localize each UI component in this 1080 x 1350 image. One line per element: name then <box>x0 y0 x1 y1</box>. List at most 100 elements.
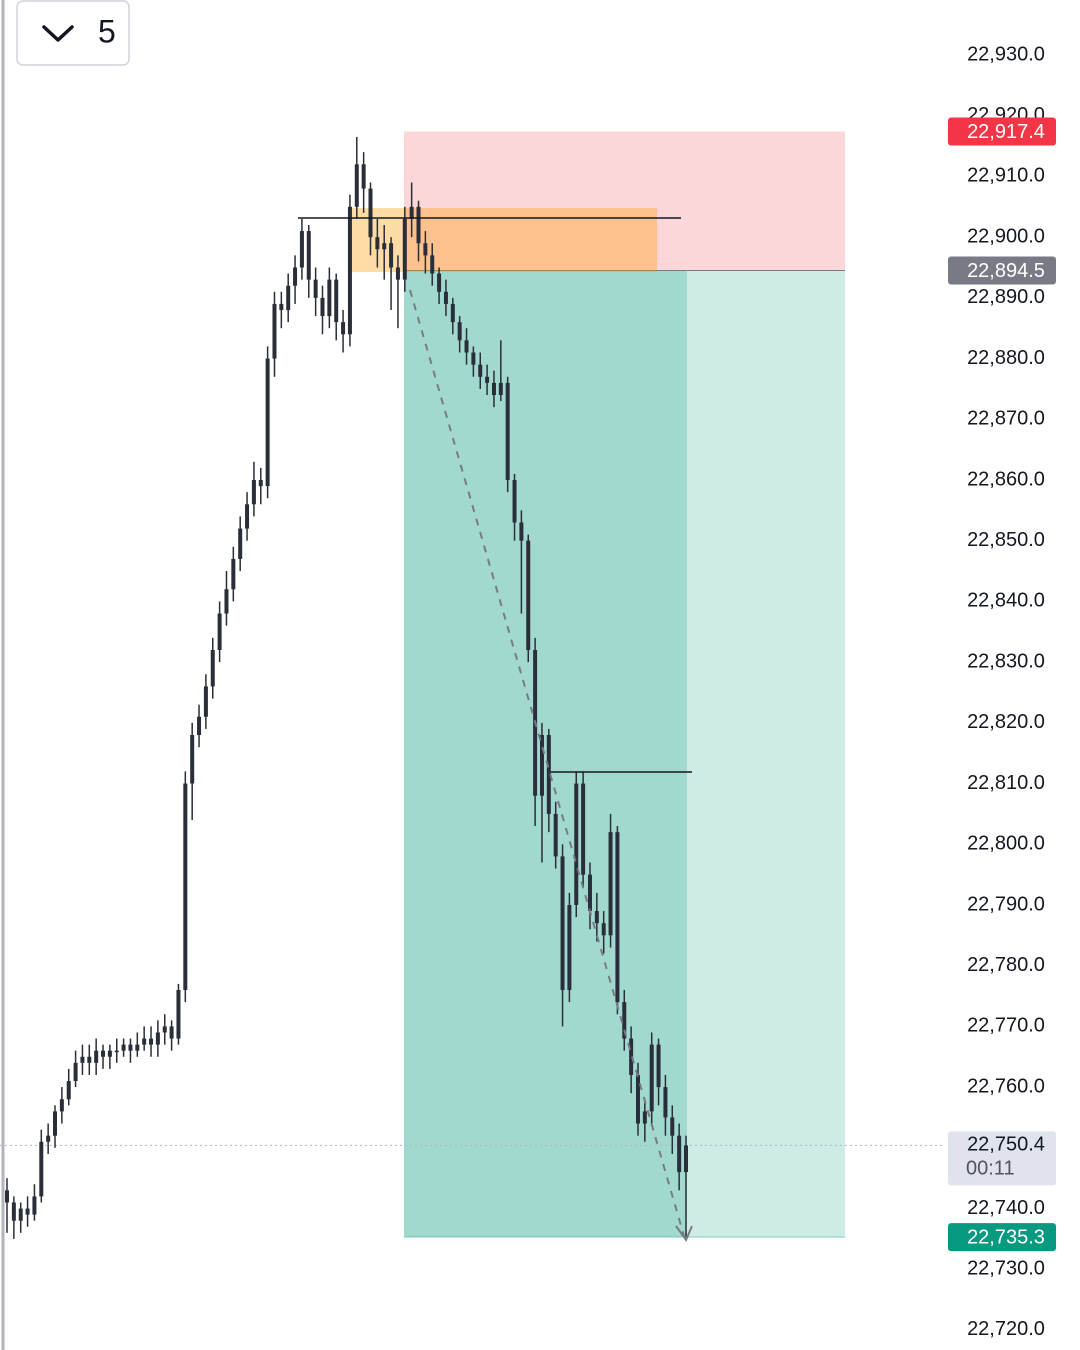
candle-body <box>66 1081 71 1100</box>
y-tick-label: 22,730.0 <box>967 1258 1045 1280</box>
candle-body <box>601 923 606 936</box>
candle-body <box>5 1190 9 1203</box>
y-tick-label: 22,780.0 <box>967 954 1045 976</box>
candle-body <box>128 1044 133 1051</box>
candle-body <box>677 1135 682 1173</box>
candle-body <box>416 206 421 244</box>
candle-body <box>224 589 229 614</box>
candle-body <box>560 856 565 990</box>
candle-body <box>101 1050 106 1057</box>
candle-body <box>684 1145 688 1173</box>
candle-body <box>80 1056 85 1063</box>
candle-body <box>299 231 304 268</box>
y-tick-label: 22,760.0 <box>967 1075 1045 1097</box>
y-tick-label: 22,930.0 <box>967 43 1045 65</box>
candle-body <box>341 322 346 335</box>
candle-body <box>121 1044 126 1051</box>
y-tick-label: 22,880.0 <box>967 347 1045 369</box>
candle-body <box>642 1111 647 1124</box>
y-tick-label: 22,840.0 <box>967 590 1045 612</box>
candle-body <box>608 832 613 936</box>
candle-body <box>423 243 428 256</box>
target-zone <box>404 270 845 1238</box>
candle-body <box>443 291 448 304</box>
candle-body <box>409 206 414 219</box>
candle-body <box>169 1026 174 1039</box>
candle-body <box>485 376 490 383</box>
candle-body <box>203 686 208 717</box>
candle-body <box>622 1002 627 1039</box>
candle-body <box>258 479 263 487</box>
candle-body <box>306 231 311 280</box>
candle-body <box>73 1062 78 1082</box>
stop-price-box <box>948 117 1056 146</box>
candle-body <box>11 1202 16 1221</box>
candle-body <box>18 1208 23 1221</box>
button-frame[interactable] <box>16 0 130 66</box>
entry-price-box <box>948 256 1056 285</box>
candle-body <box>59 1099 64 1112</box>
candle-body <box>334 279 339 323</box>
candle-body <box>539 734 544 796</box>
candle-body <box>107 1050 112 1057</box>
stop-price-label: 22,917.4 <box>967 121 1045 143</box>
candle-body <box>114 1050 119 1053</box>
candle-body <box>587 874 592 912</box>
candle-body <box>498 382 503 395</box>
candle-body <box>347 206 352 335</box>
target-price-label: 22,735.3 <box>967 1226 1045 1248</box>
candle-body <box>594 911 599 924</box>
candle-body <box>670 1117 675 1136</box>
last-price-box <box>948 1131 1056 1186</box>
candle-body <box>142 1038 147 1045</box>
candle-body <box>389 243 394 268</box>
candle-body <box>149 1038 154 1045</box>
candle-body <box>656 1044 661 1088</box>
candle-body <box>581 783 586 875</box>
candle-body <box>526 540 531 650</box>
candle-body <box>574 783 579 905</box>
target-price-box <box>948 1223 1056 1252</box>
price-axis: 22,930.022,920.022,910.022,900.022,890.0… <box>948 43 1056 1340</box>
candle-body <box>286 285 291 310</box>
candle-body <box>471 352 476 365</box>
interval-button[interactable]: 5 <box>16 0 130 66</box>
candle-body <box>238 528 243 559</box>
candle-body <box>512 479 517 523</box>
candle-body <box>450 303 455 323</box>
y-tick-label: 22,910.0 <box>967 165 1045 187</box>
candle-body <box>368 188 373 238</box>
y-tick-label: 22,810.0 <box>967 772 1045 794</box>
candle-body <box>649 1044 654 1112</box>
candle-body <box>361 164 366 189</box>
candle-body <box>265 358 270 487</box>
y-tick-label: 22,740.0 <box>967 1197 1045 1219</box>
y-tick-label: 22,830.0 <box>967 650 1045 672</box>
y-tick-label: 22,820.0 <box>967 711 1045 733</box>
candle-body <box>53 1111 58 1136</box>
candle-body <box>313 279 318 298</box>
candle-body <box>94 1050 99 1063</box>
chevron-icon[interactable] <box>42 25 74 42</box>
candle-body <box>395 267 400 280</box>
projection-arrow <box>675 1225 693 1243</box>
candle-body <box>245 504 250 529</box>
candle-body <box>478 364 483 377</box>
y-tick-label: 22,790.0 <box>967 893 1045 915</box>
zones <box>0 131 945 1238</box>
y-tick-label: 22,900.0 <box>967 225 1045 247</box>
candle-body <box>546 734 551 814</box>
candle-body <box>402 218 407 280</box>
entry-price-label: 22,894.5 <box>967 260 1045 282</box>
countdown-label: 00:11 <box>966 1158 1015 1180</box>
candle-body <box>567 904 572 990</box>
candle-body <box>663 1087 668 1118</box>
interval-label[interactable]: 5 <box>98 13 116 49</box>
y-tick-label: 22,770.0 <box>967 1015 1045 1037</box>
candle-body <box>464 340 469 353</box>
y-tick-label: 22,890.0 <box>967 286 1045 308</box>
candle-body <box>375 237 380 250</box>
candle-body <box>272 303 277 359</box>
